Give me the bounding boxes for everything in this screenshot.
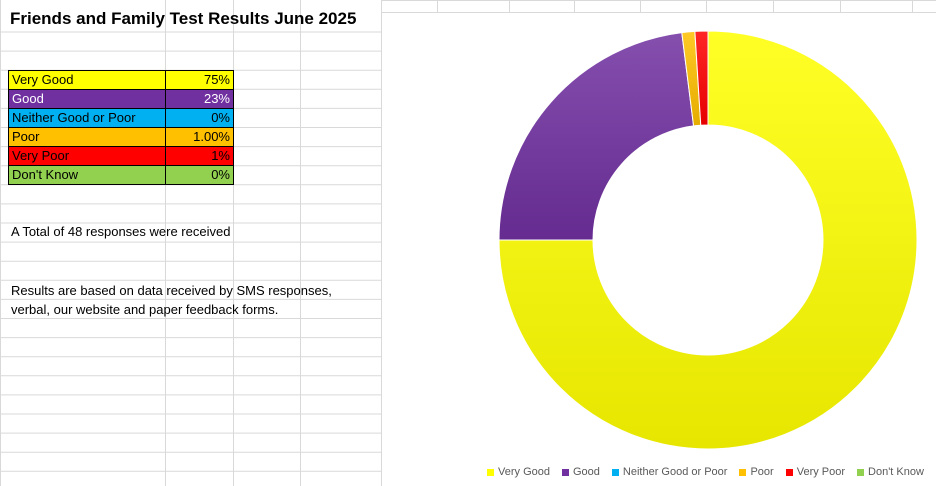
legend-swatch xyxy=(487,468,494,476)
legend-label: Very Poor xyxy=(796,466,846,478)
legend-item: Don't Know xyxy=(857,466,924,478)
result-value: 23% xyxy=(165,89,234,109)
total-responses-note: A Total of 48 responses were received xyxy=(11,224,231,239)
legend-swatch xyxy=(739,468,747,476)
slice-very-poor[interactable] xyxy=(694,30,709,126)
result-value: 0% xyxy=(165,165,234,185)
result-value: 0% xyxy=(165,108,234,128)
result-label: Neither Good or Poor xyxy=(8,108,166,128)
legend-item: Very Poor xyxy=(785,466,846,478)
result-label: Don't Know xyxy=(8,165,166,185)
legend-label: Neither Good or Poor xyxy=(622,466,728,478)
result-value: 1% xyxy=(165,146,234,166)
table-row: Very Poor 1% xyxy=(8,146,234,166)
result-label: Poor xyxy=(8,127,166,147)
legend-item: Good xyxy=(561,466,600,478)
result-value: 75% xyxy=(165,70,234,90)
result-label: Very Poor xyxy=(8,146,166,166)
legend-swatch xyxy=(857,468,865,476)
legend-swatch xyxy=(785,468,793,476)
data-basis-note-line2: verbal, our website and paper feedback f… xyxy=(11,302,279,317)
legend-item: Neither Good or Poor xyxy=(611,466,728,478)
results-table: Very Good 75% Good 23% Neither Good or Poor 0… xyxy=(8,70,234,185)
chart-legend: Very Good Good Neither Good or Poor Poor Ver… xyxy=(487,466,924,478)
page-title: Friends and Family Test Results June 202… xyxy=(10,9,357,28)
legend-item: Poor xyxy=(739,466,774,478)
table-row: Poor 1.00% xyxy=(8,127,234,147)
legend-swatch xyxy=(611,468,619,476)
result-label: Good xyxy=(8,89,166,109)
legend-label: Very Good xyxy=(498,466,550,478)
legend-label: Don't Know xyxy=(868,466,924,478)
data-basis-note-line1: Results are based on data received by SM… xyxy=(11,283,332,298)
table-row: Very Good 75% xyxy=(8,70,234,90)
result-value: 1.00% xyxy=(165,127,234,147)
legend-swatch xyxy=(561,468,569,476)
legend-item: Very Good xyxy=(487,466,550,478)
result-label: Very Good xyxy=(8,70,166,90)
doughnut-chart[interactable] xyxy=(380,0,936,465)
legend-label: Good xyxy=(572,466,600,478)
legend-label: Poor xyxy=(750,466,774,478)
slice-good[interactable] xyxy=(498,32,695,241)
table-row: Neither Good or Poor 0% xyxy=(8,108,234,128)
slice-very-good[interactable] xyxy=(498,30,918,450)
table-row: Don't Know 0% xyxy=(8,165,234,185)
table-row: Good 23% xyxy=(8,89,234,109)
